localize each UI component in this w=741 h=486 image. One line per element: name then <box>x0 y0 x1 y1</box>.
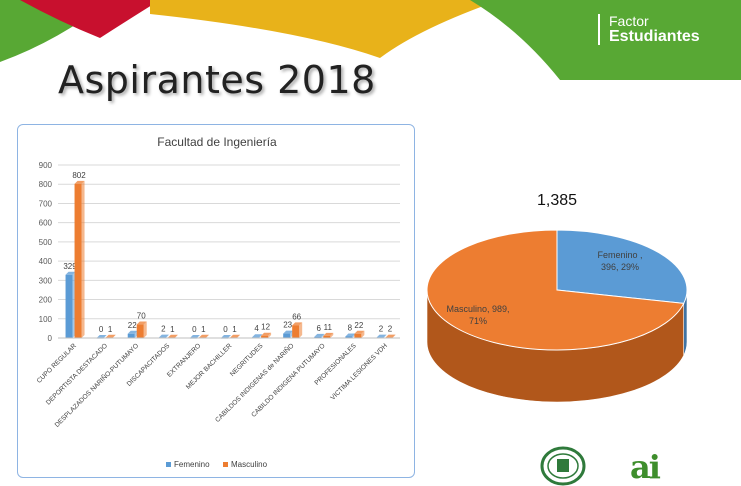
y-tick-label: 200 <box>39 296 53 305</box>
bar-masculino <box>292 322 303 338</box>
data-label: 0 <box>223 325 228 334</box>
bar-chart: Facultad de Ingeniería010020030040050060… <box>36 135 400 469</box>
data-label: 2 <box>388 325 393 334</box>
ai-logo: ai <box>630 448 661 486</box>
data-label: 329 <box>63 262 77 271</box>
brand-logo: Factor Estudiantes <box>598 13 700 46</box>
legend: Femenino Masculino <box>166 460 268 469</box>
data-label: 1 <box>232 325 237 334</box>
y-tick-label: 500 <box>39 238 53 247</box>
data-label: 22 <box>354 321 363 330</box>
bar-chart-title: Facultad de Ingeniería <box>157 135 277 149</box>
bar-masculino <box>261 332 272 338</box>
banner-green-band <box>470 0 741 80</box>
x-tick-label: DEPORTISTA DESTACADO <box>45 342 109 406</box>
brand-line1: Factor <box>609 13 649 29</box>
bar-masculino <box>136 321 147 338</box>
bar-femenino <box>283 330 294 338</box>
bar-femenino <box>127 330 138 338</box>
bar-femenino <box>65 271 76 338</box>
data-label: 6 <box>317 324 322 333</box>
bar-masculino <box>74 180 85 338</box>
data-label: 11 <box>324 323 333 332</box>
data-label: 23 <box>283 321 292 330</box>
data-label: 0 <box>192 325 197 334</box>
bar-femenino <box>314 333 325 338</box>
y-tick-label: 100 <box>39 315 53 324</box>
data-label: 22 <box>128 321 137 330</box>
bar-masculino <box>323 332 334 338</box>
brand-line2: Estudiantes <box>609 27 700 45</box>
banner-red-stripe <box>20 0 160 38</box>
legend-swatch-femenino <box>166 462 171 467</box>
data-label: 802 <box>72 171 86 180</box>
legend-label-femenino: Femenino <box>174 460 210 469</box>
data-label: 1 <box>108 325 113 334</box>
data-label: 66 <box>292 312 301 321</box>
header-banner <box>0 0 741 80</box>
legend-swatch-masculino <box>223 462 228 467</box>
y-tick-label: 0 <box>48 334 53 343</box>
y-tick-label: 600 <box>39 219 53 228</box>
pie-chart: Femenino , 396, 29% Masculino, 989, 71% <box>426 229 688 403</box>
legend-label-masculino: Masculino <box>231 460 268 469</box>
university-seal-logo <box>540 446 586 486</box>
bar-chart-panel: Facultad de Ingeniería 0 100 200 300 400 500 60… <box>17 124 415 478</box>
pie-label-masculino-line1: Masculino, 989, <box>446 304 509 314</box>
data-label: 2 <box>161 325 166 334</box>
pie-label-masculino-line2: 71% <box>469 316 487 326</box>
y-tick-label: 400 <box>39 257 53 266</box>
banner-gold-stripe <box>150 0 500 58</box>
y-tick-label: 300 <box>39 276 53 285</box>
slide-title: Aspirantes 2018 <box>58 58 376 102</box>
y-tick-label: 800 <box>39 180 53 189</box>
data-label: 70 <box>137 312 146 321</box>
data-label: 0 <box>99 325 104 334</box>
pie-slice-masculino <box>426 229 685 351</box>
pie-label-femenino-line2: 396, 29% <box>601 262 639 272</box>
bar-femenino <box>252 334 263 338</box>
y-tick-label: 900 <box>39 161 53 170</box>
data-label: 1 <box>170 325 175 334</box>
pie-label-femenino-line1: Femenino , <box>597 250 642 260</box>
data-label: 2 <box>379 325 384 334</box>
y-tick-label: 700 <box>39 199 53 208</box>
bar-masculino <box>354 330 365 338</box>
data-label: 8 <box>348 323 353 332</box>
pie-slice-femenino <box>556 229 688 304</box>
data-label: 4 <box>254 324 259 333</box>
bar-femenino <box>345 333 356 338</box>
data-label: 12 <box>261 323 270 332</box>
x-tick-label: VICTIMA LESIONES VDH <box>330 342 390 402</box>
data-label: 1 <box>201 325 206 334</box>
pie-total-label: 1,385 <box>537 192 578 209</box>
